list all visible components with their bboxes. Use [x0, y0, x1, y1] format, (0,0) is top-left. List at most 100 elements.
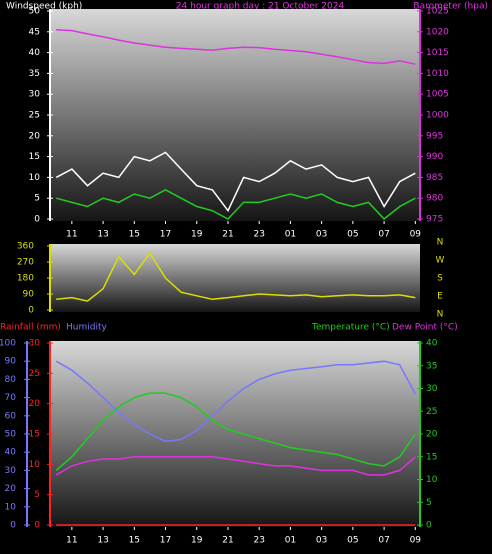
x-tick-label: 07	[378, 536, 389, 546]
y-tick-label: 90	[23, 290, 35, 300]
y-tick-label: 20	[5, 484, 17, 494]
y3-tick-label: 0	[34, 521, 40, 531]
plot-area	[50, 244, 420, 312]
y2-tick-label: 980	[426, 194, 443, 204]
y-tick-label: 35	[29, 69, 40, 79]
x-tick-label: 01	[285, 536, 296, 546]
y3-tick-label: 30	[29, 339, 41, 349]
legend-temperature: Temperature (°C)	[311, 323, 390, 333]
x-tick-label: 03	[316, 536, 327, 546]
y-tick-label: 20	[29, 131, 41, 141]
x-tick-label: 13	[97, 536, 108, 546]
y-tick-label: 0	[10, 521, 16, 531]
y2-tick-label: 995	[426, 131, 443, 141]
y2-tick-label: 15	[426, 452, 437, 462]
x-tick-label: 05	[347, 536, 358, 546]
y-tick-label: 0	[34, 215, 40, 225]
legend-humidity: Humidity	[66, 323, 107, 333]
x-tick-label: 07	[378, 230, 389, 240]
series-line	[55, 392, 416, 471]
y2-tick-label: 0	[426, 521, 432, 531]
series-line	[56, 28, 416, 65]
x-tick-label: 01	[285, 230, 296, 240]
y-tick-label: 50	[29, 7, 41, 17]
compass-label: N	[437, 238, 444, 248]
y2-tick-label: 30	[426, 384, 438, 394]
x-tick-label: 11	[66, 230, 77, 240]
y2-tick-label: 1020	[426, 27, 449, 37]
y3-tick-label: 25	[29, 369, 40, 379]
plot-area	[50, 9, 420, 221]
x-tick-label: 17	[160, 230, 171, 240]
y-tick-label: 10	[29, 173, 41, 183]
x-tick-label: 21	[222, 230, 233, 240]
y2-tick-label: 5	[426, 498, 432, 508]
y-tick-label: 30	[29, 90, 41, 100]
y2-tick-label: 20	[426, 430, 438, 440]
y-axis-title: Windspeed (kph)	[6, 2, 82, 12]
x-tick-label: 03	[316, 230, 327, 240]
y2-tick-label: 10	[426, 475, 438, 485]
series-line	[56, 189, 416, 221]
x-tick-label: 19	[191, 230, 203, 240]
x-tick-label: 09	[410, 230, 422, 240]
series-line	[55, 151, 416, 213]
y-tick-label: 5	[34, 194, 40, 204]
y-tick-label: 90	[5, 357, 17, 367]
y-tick-label: 60	[5, 411, 17, 421]
compass-label: E	[437, 292, 443, 302]
y-tick-label: 15	[29, 152, 40, 162]
compass-label: N	[437, 310, 444, 320]
y-tick-label: 70	[5, 393, 17, 403]
y3-tick-label: 15	[29, 430, 40, 440]
x-tick-label: 05	[347, 230, 358, 240]
plot-area	[50, 341, 420, 527]
y2-axis-title: Barometer (hpa)	[413, 2, 488, 12]
y2-tick-label: 1015	[426, 48, 449, 58]
y-tick-label: 25	[29, 111, 40, 121]
y2-tick-label: 25	[426, 407, 437, 417]
y3-tick-label: 20	[29, 399, 41, 409]
x-tick-label: 15	[129, 536, 140, 546]
y-tick-label: 30	[5, 466, 17, 476]
legend-rainfall: Rainfall (mm)	[0, 323, 61, 333]
y3-tick-label: 5	[34, 490, 40, 500]
y2-tick-label: 40	[426, 339, 438, 349]
x-tick-label: 11	[66, 536, 77, 546]
y2-tick-label: 975	[426, 215, 443, 225]
y-tick-label: 270	[17, 258, 34, 268]
chart-title: 24 hour graph day : 21 October 2024	[176, 2, 345, 12]
compass-label: S	[437, 274, 443, 284]
y2-tick-label: 1000	[426, 111, 449, 121]
legend-dew-point: Dew Point (°C)	[392, 323, 458, 333]
y-tick-label: 180	[17, 274, 34, 284]
x-tick-label: 09	[410, 536, 422, 546]
x-tick-label: 23	[253, 536, 264, 546]
series-line	[55, 456, 416, 476]
y-tick-label: 40	[29, 48, 41, 58]
y-tick-label: 360	[17, 242, 34, 252]
y2-tick-label: 985	[426, 173, 443, 183]
y-tick-label: 10	[5, 502, 17, 512]
x-tick-label: 15	[129, 230, 140, 240]
y-tick-label: 40	[5, 448, 17, 458]
y2-tick-label: 990	[426, 152, 443, 162]
y3-tick-label: 10	[29, 460, 41, 470]
y2-tick-label: 1025	[426, 7, 449, 17]
y2-tick-label: 1005	[426, 90, 449, 100]
y-tick-label: 80	[5, 375, 17, 385]
compass-label: W	[436, 256, 445, 266]
y-tick-label: 45	[29, 27, 40, 37]
x-tick-label: 23	[253, 230, 264, 240]
y2-tick-label: 35	[426, 361, 437, 371]
x-tick-label: 13	[97, 230, 108, 240]
y-tick-label: 50	[5, 430, 17, 440]
y2-tick-label: 1010	[426, 69, 449, 79]
series-line	[56, 251, 416, 302]
x-tick-label: 21	[222, 536, 233, 546]
y-tick-label: 100	[0, 339, 16, 349]
y-tick-label: 0	[28, 306, 34, 316]
x-tick-label: 19	[191, 536, 203, 546]
x-tick-label: 17	[160, 536, 171, 546]
